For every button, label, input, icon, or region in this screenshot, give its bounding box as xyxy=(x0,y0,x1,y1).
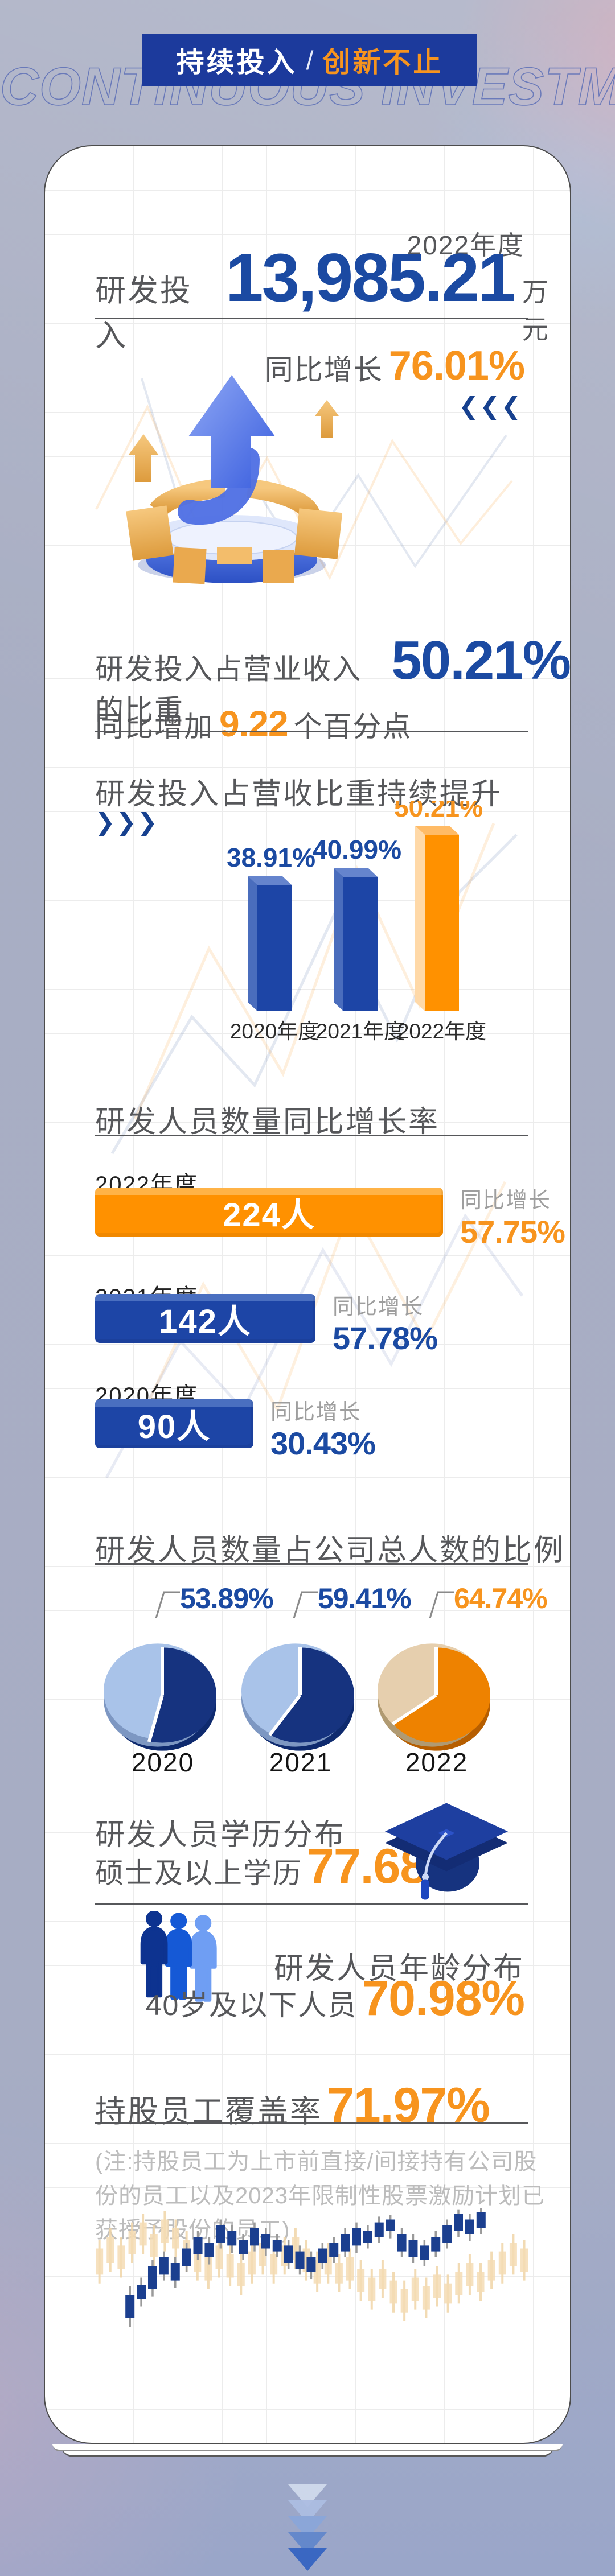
trend-title: 研发投入占营收比重持续提升 xyxy=(95,778,503,811)
pie-label: 53.89% xyxy=(155,1582,274,1618)
content-card: 2022年度 研发投入 13,985.21 万元 同比增长 76.01% ❮❮❮ xyxy=(44,145,571,2444)
divider xyxy=(95,1903,528,1905)
ownership-value: 71.97% xyxy=(327,2078,490,2133)
divider xyxy=(95,1135,528,1136)
education-prefix: 硕士及以上学历 xyxy=(95,1857,302,1889)
pie-callout-line xyxy=(293,1591,318,1618)
banner-divider: / xyxy=(306,45,314,75)
graduation-cap-icon xyxy=(385,1803,508,1900)
pie-graphic xyxy=(104,1643,216,1751)
divider xyxy=(95,2122,528,2124)
pie-year-label: 2020 xyxy=(131,1747,195,1777)
age-title: 研发人员年龄分布 xyxy=(273,1952,524,1985)
pie-year-label: 2021 xyxy=(269,1747,333,1777)
banner-title-right: 创新不止 xyxy=(322,47,444,78)
pie-year-label: 2022 xyxy=(405,1747,469,1777)
headcount-title: 研发人员数量同比增长率 xyxy=(95,1106,440,1139)
chevrons-left-icon: ❮❮❮ xyxy=(458,393,522,419)
pie-graphic xyxy=(378,1643,490,1751)
rd-ratio-line: 研发投入占营业收入的比重 50.21% xyxy=(95,633,570,728)
hbar-chart: 2022年度224人同比增长57.75%2021年度142人同比增长57.78%… xyxy=(95,1164,565,1505)
divider xyxy=(95,1563,528,1565)
hero-growth: 同比增长 76.01% xyxy=(264,343,525,389)
hbar-growth: 同比增长 57.78% xyxy=(333,1295,438,1356)
svg-text:50.21%: 50.21% xyxy=(394,801,483,822)
candlestick-chart xyxy=(96,2208,528,2327)
ownership-prefix: 持股员工覆盖率 xyxy=(95,2095,322,2129)
svg-text:2020年度: 2020年度 xyxy=(230,1020,319,1043)
down-arrows-icon xyxy=(288,2484,327,2571)
hbar-2021年度: 142人 xyxy=(95,1294,315,1343)
card-stack-edge-front xyxy=(52,2444,563,2451)
pies-title: 研发人员数量占公司总人数的比例 xyxy=(95,1534,565,1567)
pie-graphic xyxy=(241,1643,354,1751)
rd-ratio-value: 50.21% xyxy=(391,630,570,691)
age-value: 70.98% xyxy=(362,1971,525,2026)
people-icon xyxy=(140,1911,217,2002)
hbar-2022年度: 224人 xyxy=(95,1188,443,1237)
rd-ratio-delta-value: 9.22 xyxy=(219,703,289,744)
hero-year: 2022年度 xyxy=(407,230,524,260)
education-title: 研发人员学历分布 xyxy=(95,1819,346,1852)
vbar-chart: 38.91% 2020年度 40.99% 2021年度 50.21% 2022年度 xyxy=(227,801,486,1043)
hero-unit: 万元 xyxy=(522,277,548,344)
pie-label: 64.74% xyxy=(429,1582,548,1618)
pie-label: 59.41% xyxy=(293,1582,412,1618)
rd-ratio-delta-suffix: 个百分点 xyxy=(293,711,412,743)
hero-growth-value: 76.01% xyxy=(388,343,525,389)
banner-title-left: 持续投入 xyxy=(176,47,297,78)
hero-main-figure: 研发投入 13,985.21 万元 xyxy=(95,242,570,355)
hero-value: 13,985.21 xyxy=(225,240,516,316)
banner: 持续投入 / 创新不止 xyxy=(142,34,477,86)
svg-text:38.91%: 38.91% xyxy=(227,843,315,872)
svg-text:2022年度: 2022年度 xyxy=(397,1020,486,1043)
hbar-growth: 同比增长 30.43% xyxy=(270,1400,376,1461)
rd-ratio-delta-line: 同比增加 9.22 个百分点 xyxy=(95,703,412,745)
growth-podium-illustration xyxy=(95,375,513,584)
hero-underline xyxy=(95,318,528,319)
hero-label: 研发投入 xyxy=(95,274,192,353)
pie-charts: 53.89% 2020 59.41% 2021 64.74% 2022 xyxy=(45,1577,570,1850)
hero-growth-prefix: 同比增长 xyxy=(264,354,383,386)
svg-text:2021年度: 2021年度 xyxy=(316,1020,405,1043)
chevrons-right-icon: ❯❯❯ xyxy=(95,809,159,835)
divider xyxy=(95,731,528,732)
pie-callout-line xyxy=(429,1591,454,1618)
age-line: 40岁及以下人员 70.98% xyxy=(145,1971,525,2026)
rd-ratio-delta-prefix: 同比增加 xyxy=(95,711,214,743)
hbar-growth: 同比增长 57.75% xyxy=(460,1189,565,1250)
svg-text:40.99%: 40.99% xyxy=(313,835,401,864)
hbar-2020年度: 90人 xyxy=(95,1399,253,1448)
pie-callout-line xyxy=(155,1591,180,1618)
age-prefix: 40岁及以下人员 xyxy=(145,1989,358,2021)
rd-ratio-prefix: 研发投入占营业收入的比重 xyxy=(95,653,362,726)
